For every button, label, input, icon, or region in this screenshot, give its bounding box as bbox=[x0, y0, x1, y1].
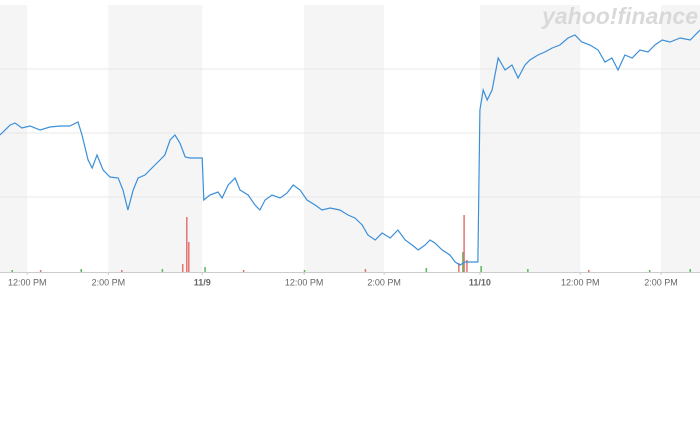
price-line bbox=[0, 29, 700, 266]
volume-bar bbox=[242, 270, 245, 272]
band bbox=[0, 5, 28, 272]
x-tick-label: 11/10 bbox=[469, 277, 491, 287]
x-tick-label: 12:00 PM bbox=[285, 277, 324, 287]
volume-bar bbox=[80, 269, 82, 272]
band bbox=[479, 5, 581, 272]
x-tick-label: 12:00 PM bbox=[561, 277, 600, 287]
watermark: yahoo!finance bbox=[541, 3, 698, 29]
volume-bar bbox=[188, 242, 190, 272]
volume-bar bbox=[463, 215, 465, 272]
volume-bar bbox=[462, 252, 464, 272]
volume-bar bbox=[121, 270, 123, 272]
x-tick-label: 2:00 PM bbox=[644, 277, 678, 287]
volume-bar bbox=[364, 269, 367, 272]
volume-bar bbox=[186, 217, 188, 272]
x-tick-label: 12:00 PM bbox=[8, 277, 47, 287]
x-tick-label: 2:00 PM bbox=[367, 277, 401, 287]
bands bbox=[0, 5, 700, 272]
volume-bar bbox=[648, 270, 651, 272]
volume-bar bbox=[11, 270, 13, 272]
band bbox=[108, 5, 203, 272]
volume-bar bbox=[587, 270, 590, 272]
volume-bar bbox=[689, 269, 692, 272]
volume-bar bbox=[466, 260, 468, 272]
volume-bar bbox=[39, 270, 42, 272]
volume-bar bbox=[204, 267, 206, 272]
grid bbox=[0, 68, 700, 198]
volume-bar bbox=[161, 269, 164, 272]
x-tick-label: 2:00 PM bbox=[92, 277, 126, 287]
band bbox=[304, 5, 385, 272]
volume-bar bbox=[480, 266, 482, 272]
volume-bar bbox=[527, 269, 529, 272]
volume-bar bbox=[425, 268, 428, 272]
volume-bar bbox=[303, 270, 306, 272]
band bbox=[661, 5, 700, 272]
x-tick-label: 11/9 bbox=[194, 277, 211, 287]
volume-bar bbox=[181, 264, 184, 272]
volume-bar bbox=[458, 263, 460, 272]
